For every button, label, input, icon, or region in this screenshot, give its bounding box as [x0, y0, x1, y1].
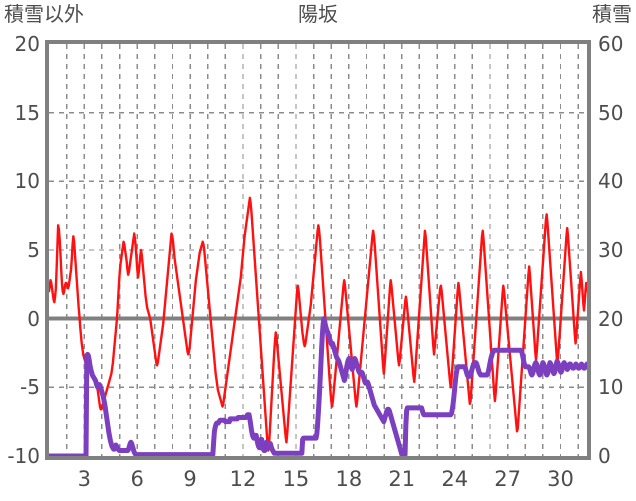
y-axis-left-tick: -10 — [7, 444, 40, 468]
x-axis-tick: 21 — [388, 467, 416, 491]
plot-inner — [49, 44, 587, 456]
x-axis-tick: 30 — [547, 467, 574, 491]
y-axis-right-tick: 20 — [598, 306, 624, 331]
x-axis-tick: 27 — [494, 467, 521, 491]
right-axis-tick-labels: 0 10 20 30 40 50 60 — [592, 0, 636, 501]
y-axis-right-tick: 10 — [598, 375, 624, 400]
y-axis-right-tick: 40 — [598, 169, 624, 194]
y-axis-left-tick: 5 — [27, 238, 40, 262]
y-axis-left-tick: 10 — [14, 169, 40, 194]
left-axis-title: 積雪以外 — [4, 2, 84, 26]
y-axis-left-tick: 20 — [14, 32, 40, 56]
x-axis-tick: 15 — [282, 467, 310, 491]
y-axis-left-tick: 0 — [27, 306, 40, 331]
y-axis-left-tick: 15 — [14, 100, 40, 125]
chart-svg — [49, 44, 587, 456]
x-axis-tick: 18 — [335, 467, 363, 491]
right-axis-title: 積雪 — [592, 2, 632, 26]
left-axis-tick-labels: -10 -5 0 5 10 15 20 — [0, 0, 44, 501]
y-axis-left-tick: -5 — [20, 375, 40, 400]
x-axis-tick: 6 — [130, 467, 144, 491]
series-line-snow — [49, 316, 587, 456]
y-axis-right-tick: 30 — [598, 238, 624, 262]
y-axis-right-tick: 50 — [598, 100, 624, 125]
y-axis-right-tick: 60 — [598, 32, 624, 56]
x-axis-tick: 9 — [183, 467, 197, 491]
x-axis-tick: 3 — [77, 467, 91, 491]
series-line-temperature — [49, 196, 587, 452]
y-axis-right-tick: 0 — [598, 444, 611, 468]
plot-area — [45, 40, 591, 460]
x-axis-tick: 24 — [441, 467, 469, 491]
page-title: 陽坂 — [298, 2, 338, 26]
x-axis-tick: 12 — [229, 467, 257, 491]
